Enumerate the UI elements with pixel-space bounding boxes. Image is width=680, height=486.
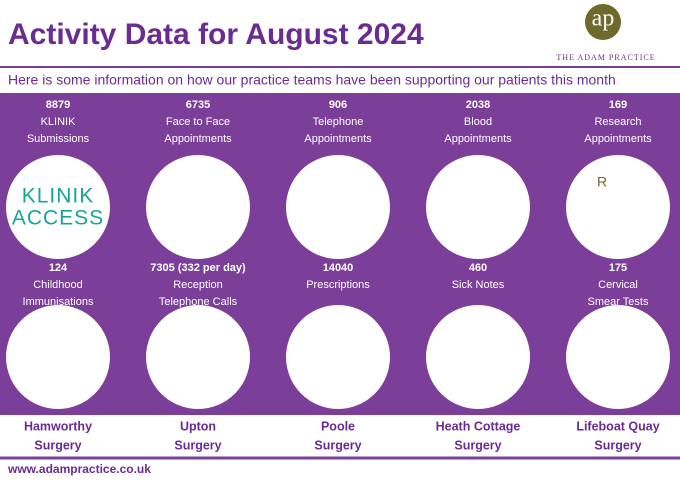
stat-label: Prescriptions [306, 279, 370, 291]
stat-label: KLINIK [41, 116, 77, 128]
stat-label: Blood [464, 116, 492, 128]
stat-value: 175 [609, 262, 627, 274]
tube-label: R [597, 174, 607, 190]
stat-label: Telephone Calls [159, 296, 238, 308]
surgery-name: Hamworthy [24, 419, 92, 433]
stat-value: 124 [49, 262, 68, 274]
subtitle: Here is some information on how our prac… [8, 72, 616, 88]
stat-label: Sick Notes [452, 279, 505, 291]
icon-circle [566, 155, 670, 259]
surgery-name: Surgery [314, 438, 361, 452]
surgery-name: Surgery [174, 438, 221, 452]
logo-circle [585, 4, 621, 40]
stat-label: Immunisations [23, 296, 94, 308]
title: Activity Data for August 2024 [8, 18, 424, 51]
logo-mark: ap [592, 6, 615, 32]
stat-label: Childhood [33, 279, 83, 291]
stat-label: Appointments [584, 133, 652, 145]
icon-circle [286, 155, 390, 259]
icon-circle [286, 305, 390, 409]
klinik-logo-text: ACCESS [12, 207, 104, 230]
stat-label: Telephone [313, 116, 364, 128]
stat-label: Submissions [27, 133, 90, 145]
icon-circle [146, 155, 250, 259]
stat-label: Appointments [164, 133, 232, 145]
surgery-name: Heath Cottage [436, 419, 521, 433]
icon-circle [146, 305, 250, 409]
stat-label: Reception [173, 279, 223, 291]
stat-value: 2038 [466, 99, 490, 111]
stat-label: Appointments [304, 133, 372, 145]
stat-value: 460 [469, 262, 487, 274]
surgery-name: Poole [321, 419, 355, 433]
stat-value: 14040 [323, 262, 354, 274]
stat-label: Cervical [598, 279, 638, 291]
surgery-name: Surgery [34, 438, 81, 452]
stat-label: Research [594, 116, 641, 128]
stat-label: Smear Tests [588, 296, 649, 308]
icon-circle [426, 305, 530, 409]
icon-circle [426, 155, 530, 259]
icon-circle [6, 305, 110, 409]
footer-url: www.adampractice.co.uk [7, 462, 151, 476]
surgery-name: Upton [180, 419, 216, 433]
klinik-logo-text: KLINIK [22, 185, 95, 208]
stat-value: 169 [609, 99, 627, 111]
stat-value: 906 [329, 99, 347, 111]
surgery-name: Lifeboat Quay [576, 419, 659, 433]
icon-circle [6, 155, 110, 259]
stat-value: 7305 (332 per day) [150, 262, 246, 274]
logo-text: THE ADAM PRACTICE [556, 53, 655, 62]
stat-value: 8879 [46, 99, 70, 111]
surgery-name: Surgery [454, 438, 501, 452]
stat-label: Appointments [444, 133, 512, 145]
surgery-name: Surgery [594, 438, 641, 452]
stat-value: 6735 [186, 99, 210, 111]
icon-circle [566, 305, 670, 409]
stat-label: Face to Face [166, 116, 230, 128]
